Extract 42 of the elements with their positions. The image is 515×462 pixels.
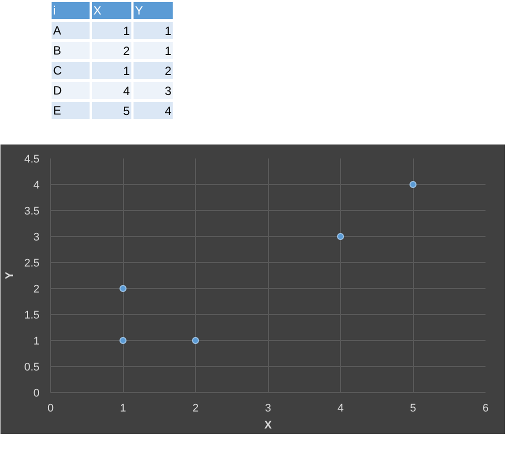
text: 1 <box>123 64 130 78</box>
text: X <box>93 4 102 18</box>
text: 5 <box>123 104 130 118</box>
point <box>120 337 126 344</box>
x-tick-label: 0 <box>47 402 54 414</box>
y-tick-label: 0.5 <box>24 362 40 374</box>
x-axis-title: X <box>264 420 272 432</box>
text: C <box>53 64 62 78</box>
y-axis-title: Y <box>4 271 16 280</box>
point <box>192 337 199 344</box>
x-tick-label: 5 <box>410 402 416 414</box>
point <box>120 285 126 292</box>
y-tick-label: 1 <box>33 336 40 348</box>
text: 1 <box>164 44 172 58</box>
text: E <box>53 104 62 118</box>
text: B <box>53 44 62 58</box>
x-tick-label: 3 <box>264 402 272 414</box>
text: 2 <box>123 44 130 58</box>
x-tick-label: 6 <box>482 402 489 414</box>
y-tick-label: 3 <box>33 232 40 244</box>
y-tick-label: 0 <box>33 388 40 400</box>
y-tick-label: 2.5 <box>24 258 40 270</box>
text: A <box>53 24 62 38</box>
y-tick-label: 2 <box>33 284 40 296</box>
y-tick-label: 1.5 <box>24 310 40 322</box>
text: Y <box>135 4 144 18</box>
y-tick-label: 4 <box>33 180 40 192</box>
y-tick-label: 4.5 <box>24 154 40 166</box>
y-tick-label: 3.5 <box>24 206 40 218</box>
text: D <box>53 84 62 98</box>
x-tick-label: 1 <box>120 402 126 414</box>
text: 1 <box>164 24 172 38</box>
point <box>337 233 344 240</box>
x-tick-label: 4 <box>337 402 344 414</box>
text: i <box>53 4 56 18</box>
text: 4 <box>164 104 172 118</box>
x-tick-label: 2 <box>192 402 199 414</box>
text: 2 <box>164 64 172 78</box>
point <box>410 181 416 188</box>
text: 4 <box>123 84 130 98</box>
text: 1 <box>123 24 130 38</box>
text: 3 <box>164 84 172 98</box>
